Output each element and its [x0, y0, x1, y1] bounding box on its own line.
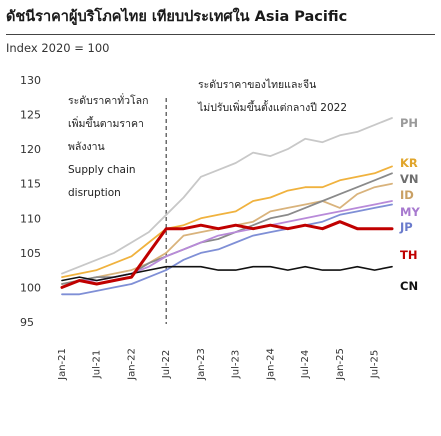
series-label-my: MY: [400, 205, 420, 219]
x-tick-label: Jul-25: [370, 350, 381, 379]
annotation-right-line2: ไม่ปรับเพิ่มขึ้นตั้งแต่กลางปี 2022: [197, 100, 347, 114]
series-line-cn: [61, 265, 393, 282]
y-tick-label: 95: [20, 316, 34, 329]
y-tick-label: 115: [20, 178, 41, 191]
x-tick-label: Jan-21: [57, 348, 68, 381]
annotation-right-line1: ระดับราคาของไทยและจีน: [198, 78, 316, 91]
series-lines: [60, 117, 394, 296]
x-tick-label: Jul-23: [231, 350, 242, 379]
annotation-left-line2: เพิ่มขึ้นตามราคา: [68, 116, 144, 130]
annotation-left-line4: Supply chain: [68, 164, 136, 176]
series-label-ph: PH: [400, 116, 418, 130]
x-tick-label: Jan-25: [335, 348, 346, 381]
chart-title: ดัชนีราคาผู้บริโภคไทย เทียบประเทศใน Asia…: [6, 9, 348, 25]
x-tick-label: Jan-23: [196, 348, 207, 381]
annotation-left-line5: disruption: [68, 187, 121, 199]
series-label-jp: JP: [399, 220, 413, 234]
y-tick-label: 100: [20, 281, 41, 294]
annotation-right: ระดับราคาของไทยและจีน ไม่ปรับเพิ่มขึ้นตั…: [197, 78, 347, 114]
annotation-left-line1: ระดับราคาทั่วโลก: [68, 93, 148, 107]
series-label-cn: CN: [400, 279, 418, 293]
x-tick-label: Jul-21: [92, 350, 103, 379]
chart-subtitle: Index 2020 = 100: [6, 41, 110, 55]
x-axis: Jan-21 Jul-21 Jan-22 Jul-22 Jan-23 Jul-23 Jan-…: [57, 348, 381, 381]
y-axis: 95 100 105 110 115 120 125 130: [20, 74, 41, 329]
y-tick-label: 130: [20, 74, 41, 87]
title-rule: [6, 34, 435, 35]
x-tick-label: Jul-22: [161, 350, 172, 379]
series-line-ph: [61, 117, 393, 275]
x-tick-label: Jan-24: [265, 348, 276, 381]
annotation-left-line3: พลังงาน: [68, 141, 105, 153]
y-tick-label: 120: [20, 143, 41, 156]
x-tick-label: Jan-22: [126, 348, 137, 381]
x-tick-label: Jul-24: [300, 350, 311, 379]
series-label-th: TH: [400, 248, 417, 262]
series-line-jp: [61, 203, 393, 296]
y-tick-label: 105: [20, 247, 41, 260]
y-tick-label: 110: [20, 212, 41, 225]
annotation-left: ระดับราคาทั่วโลก เพิ่มขึ้นตามราคา พลังงา…: [68, 93, 148, 199]
series-label-id: ID: [400, 188, 414, 202]
y-tick-label: 125: [20, 109, 41, 122]
series-line-kr: [61, 165, 393, 278]
series-label-kr: KR: [400, 156, 418, 170]
series-label-vn: VN: [400, 172, 419, 186]
series-line-th: [60, 220, 394, 289]
